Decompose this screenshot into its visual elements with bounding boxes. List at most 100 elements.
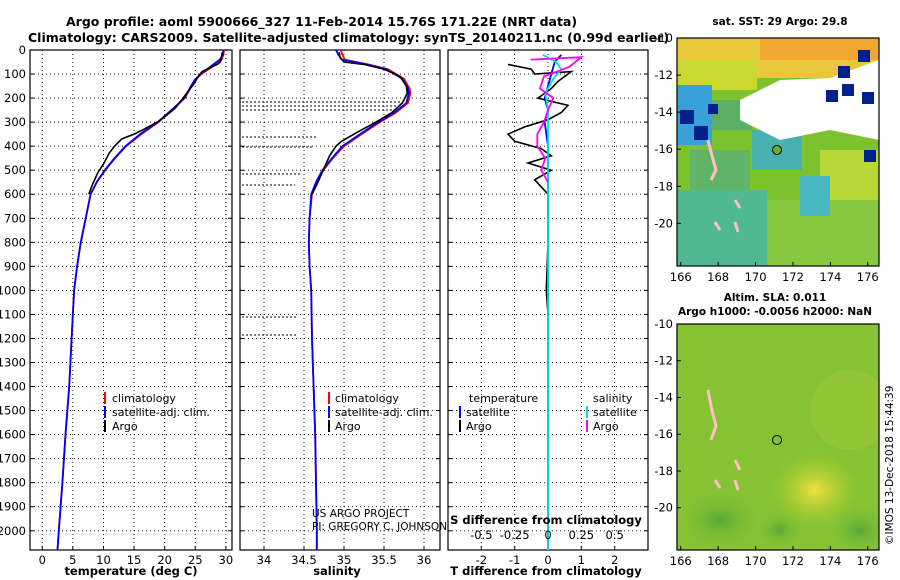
- lon-tick-label: 172: [782, 554, 804, 568]
- depth-tick-label: 900: [4, 259, 26, 273]
- x-tick-label: -1: [509, 553, 520, 567]
- lat-tick-label: -10: [654, 317, 673, 331]
- legend-temp-satellite-swatch: [459, 406, 461, 418]
- lat-tick-label: -12: [654, 354, 673, 368]
- depth-tick-label: 700: [4, 211, 26, 225]
- series-line-argo: [88, 52, 223, 195]
- legend-satellite-label: satellite-adj. clim.: [335, 406, 433, 419]
- lat-tick-label: -18: [654, 464, 673, 478]
- s-diff-tick-label: 0: [544, 528, 551, 542]
- x-tick-label: 5: [69, 553, 76, 567]
- temperature-grid: [30, 49, 232, 550]
- depth-tick-label: 400: [4, 139, 26, 153]
- x-tick-label: 20: [157, 553, 172, 567]
- difference-legend: temperature satellite Argo salinity sate…: [459, 392, 637, 433]
- salinity-panel: 34 34.5 35 35.5 36 salinity climatology sate…: [239, 49, 447, 578]
- legend-temp-satellite-label: satellite: [466, 406, 510, 419]
- depth-tick-label: 1200: [0, 331, 26, 345]
- depth-tick-label: 1400: [0, 380, 26, 394]
- salinity-grid: [240, 49, 440, 550]
- s-difference-xlabel: S difference from climatology: [450, 513, 642, 527]
- sst-map-panel: sat. SST: 29 Argo: 29.8: [654, 16, 880, 284]
- temperature-panel: 0100200300400500600700800900100011001200…: [0, 43, 233, 578]
- legend-argo-swatch: [104, 420, 106, 432]
- legend-argo-label: Argo: [335, 420, 361, 433]
- salinity-legend: climatology satellite-adj. clim. Argo: [328, 392, 433, 433]
- lon-tick-label: 176: [857, 270, 879, 284]
- depth-tick-label: 100: [4, 67, 26, 81]
- legend-satellite-swatch: [104, 406, 106, 418]
- depth-tick-label: 2000: [0, 524, 26, 538]
- lon-tick-label: 174: [819, 554, 841, 568]
- series-line-satellite-adj-clim-: [56, 49, 225, 551]
- salinity-lines: [307, 49, 412, 550]
- x-tick-label: 30: [219, 553, 234, 567]
- legend-satellite-label: satellite-adj. clim.: [112, 406, 210, 419]
- series-line-argo: [311, 52, 409, 195]
- figure-title-line2: Climatology: CARS2009. Satellite-adjuste…: [28, 30, 669, 46]
- lon-tick-label: 168: [707, 270, 729, 284]
- legend-climatology-label: climatology: [335, 392, 399, 405]
- legend-salinity-header: salinity: [593, 392, 633, 405]
- legend-temperature-header: temperature: [469, 392, 538, 405]
- depth-tick-label: 1600: [0, 428, 26, 442]
- temperature-x-axis: 0 5 10 15 20 25 30: [39, 553, 234, 567]
- legend-sal-satellite-swatch: [586, 406, 588, 418]
- legend-argo-label: Argo: [112, 420, 138, 433]
- s-difference-x-axis: -0.5 -0.25 0 0.25 0.5: [470, 528, 624, 542]
- x-tick-label: 35.5: [371, 553, 397, 567]
- figure-title-line1: Argo profile: aoml 5900666_327 11-Feb-20…: [66, 14, 577, 30]
- pi-note: PI: GREGORY C. JOHNSON: [312, 521, 447, 533]
- x-tick-label: 0: [39, 553, 46, 567]
- lon-tick-label: 176: [857, 554, 879, 568]
- lat-tick-label: -16: [654, 427, 673, 441]
- sla-map-subtitle: Argo h1000: -0.0056 h2000: NaN: [678, 306, 872, 318]
- legend-temp-argo-swatch: [459, 420, 461, 432]
- x-tick-label: 0: [544, 553, 551, 567]
- lon-tick-label: 172: [782, 270, 804, 284]
- sla-map-title: Altim. SLA: 0.011: [724, 292, 827, 304]
- argo-float-marker: [772, 435, 782, 445]
- x-tick-label: 2: [611, 553, 618, 567]
- series-line-temperature-argo: [506, 63, 574, 315]
- x-tick-label: 34: [257, 553, 272, 567]
- series-line-salinity-satellite: [542, 54, 563, 550]
- t-difference-xlabel: T difference from climatology: [450, 564, 642, 578]
- difference-panel: -2 -1 0 1 2 -0.5 -0.25 0 0.25 0.5 T difference f…: [447, 49, 649, 578]
- legend-climatology-label: climatology: [112, 392, 176, 405]
- lat-tick-label: -14: [654, 105, 673, 119]
- lon-tick-label: 170: [745, 554, 767, 568]
- series-line-salinity-argo: [530, 56, 585, 183]
- legend-satellite-swatch: [328, 406, 330, 418]
- depth-tick-label: 500: [4, 163, 26, 177]
- sst-map-frame: [676, 37, 880, 267]
- lat-tick-label: -10: [654, 31, 673, 45]
- lat-tick-label: -12: [654, 68, 673, 82]
- x-tick-label: 34.5: [291, 553, 317, 567]
- temperature-frame: [29, 49, 233, 551]
- legend-sal-argo-swatch: [586, 420, 588, 432]
- difference-lines: [506, 54, 585, 550]
- series-line-climatology: [307, 49, 412, 550]
- sla-map-panel: Altim. SLA: 0.011 Argo h1000: -0.0056 h2…: [654, 292, 880, 568]
- lat-tick-label: -18: [654, 179, 673, 193]
- sla-map-field: [677, 324, 879, 550]
- depth-tick-label: 600: [4, 187, 26, 201]
- legend-sal-argo-label: Argo: [593, 420, 619, 433]
- depth-tick-label: 1000: [0, 283, 26, 297]
- lat-tick-label: -14: [654, 390, 673, 404]
- s-diff-tick-label: 0.25: [569, 528, 595, 542]
- salinity-xlabel: salinity: [313, 564, 361, 578]
- lon-tick-label: 166: [670, 270, 692, 284]
- sla-map-axes: 166 168 170 172 174 176 -10 -12 -14 -16 -18 -20: [654, 317, 879, 568]
- argo-float-marker: [772, 145, 782, 155]
- salinity-frame: [239, 49, 441, 551]
- salinity-x-axis: 34 34.5 35 35.5 36: [257, 553, 432, 567]
- depth-tick-label: 200: [4, 91, 26, 105]
- series-line-climatology: [56, 49, 225, 551]
- x-tick-label: -2: [476, 553, 487, 567]
- x-tick-label: 10: [96, 553, 111, 567]
- x-tick-label: 1: [578, 553, 585, 567]
- x-tick-label: 25: [188, 553, 203, 567]
